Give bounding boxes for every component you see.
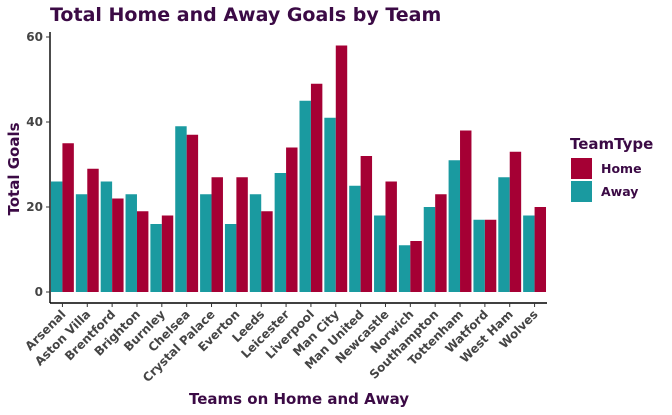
bar-home-leeds — [261, 211, 273, 292]
bar-away-man-city — [324, 117, 336, 292]
bar-home-aston-villa — [87, 168, 99, 292]
bar-home-leicester — [286, 147, 298, 292]
bar-home-man-city — [335, 45, 348, 292]
bar-home-arsenal — [62, 143, 74, 292]
bar-home-norwich — [410, 241, 422, 292]
bar-home-west-ham — [509, 151, 522, 292]
bar-away-watford — [473, 219, 485, 292]
bar-away-west-ham — [498, 177, 510, 292]
bar-home-crystal-palace — [211, 177, 223, 292]
bar-home-watford — [484, 219, 497, 292]
bar-away-arsenal — [50, 181, 63, 292]
legend-label-away: Away — [601, 184, 638, 199]
bar-away-brentford — [100, 181, 113, 292]
y-tick-label: 0 — [35, 285, 43, 299]
bar-away-liverpool — [299, 100, 311, 292]
bar-away-newcastle — [374, 215, 386, 292]
chart-title: Total Home and Away Goals by Team — [50, 4, 441, 26]
y-axis-title: Total Goals — [5, 122, 23, 215]
bar-away-norwich — [398, 245, 411, 292]
bar-away-tottenham — [448, 160, 461, 292]
bar-away-chelsea — [175, 126, 187, 292]
y-tick-label: 40 — [26, 115, 43, 129]
legend-label-home: Home — [601, 161, 642, 176]
bar-home-everton — [236, 177, 248, 292]
bar-away-southampton — [423, 207, 436, 292]
bar-away-brighton — [125, 194, 137, 292]
bar-home-tottenham — [460, 130, 472, 292]
bar-home-man-united — [360, 156, 373, 292]
bar-home-liverpool — [310, 83, 323, 292]
bar-home-newcastle — [385, 181, 397, 292]
y-tick-label: 60 — [26, 30, 43, 44]
bar-home-brighton — [136, 211, 149, 292]
legend-swatch-away — [571, 181, 592, 202]
bar-away-crystal-palace — [200, 194, 212, 292]
legend-swatch-home — [571, 158, 592, 179]
bar-away-wolves — [523, 215, 535, 292]
bar-away-burnley — [150, 224, 162, 292]
y-tick-label: 20 — [26, 200, 43, 214]
bar-home-burnley — [161, 215, 174, 292]
bar-away-leicester — [274, 173, 287, 292]
bar-home-chelsea — [186, 134, 199, 292]
legend: TeamType Home Away — [570, 135, 653, 202]
bar-away-everton — [224, 224, 237, 292]
bar-away-man-united — [349, 185, 361, 292]
bar-home-brentford — [112, 198, 124, 292]
bar-home-wolves — [534, 207, 547, 292]
bar-home-southampton — [435, 194, 447, 292]
bar-away-aston-villa — [75, 194, 88, 292]
bar-away-leeds — [249, 194, 262, 292]
legend-title: TeamType — [570, 135, 653, 153]
x-axis-title: Teams on Home and Away — [189, 390, 409, 408]
